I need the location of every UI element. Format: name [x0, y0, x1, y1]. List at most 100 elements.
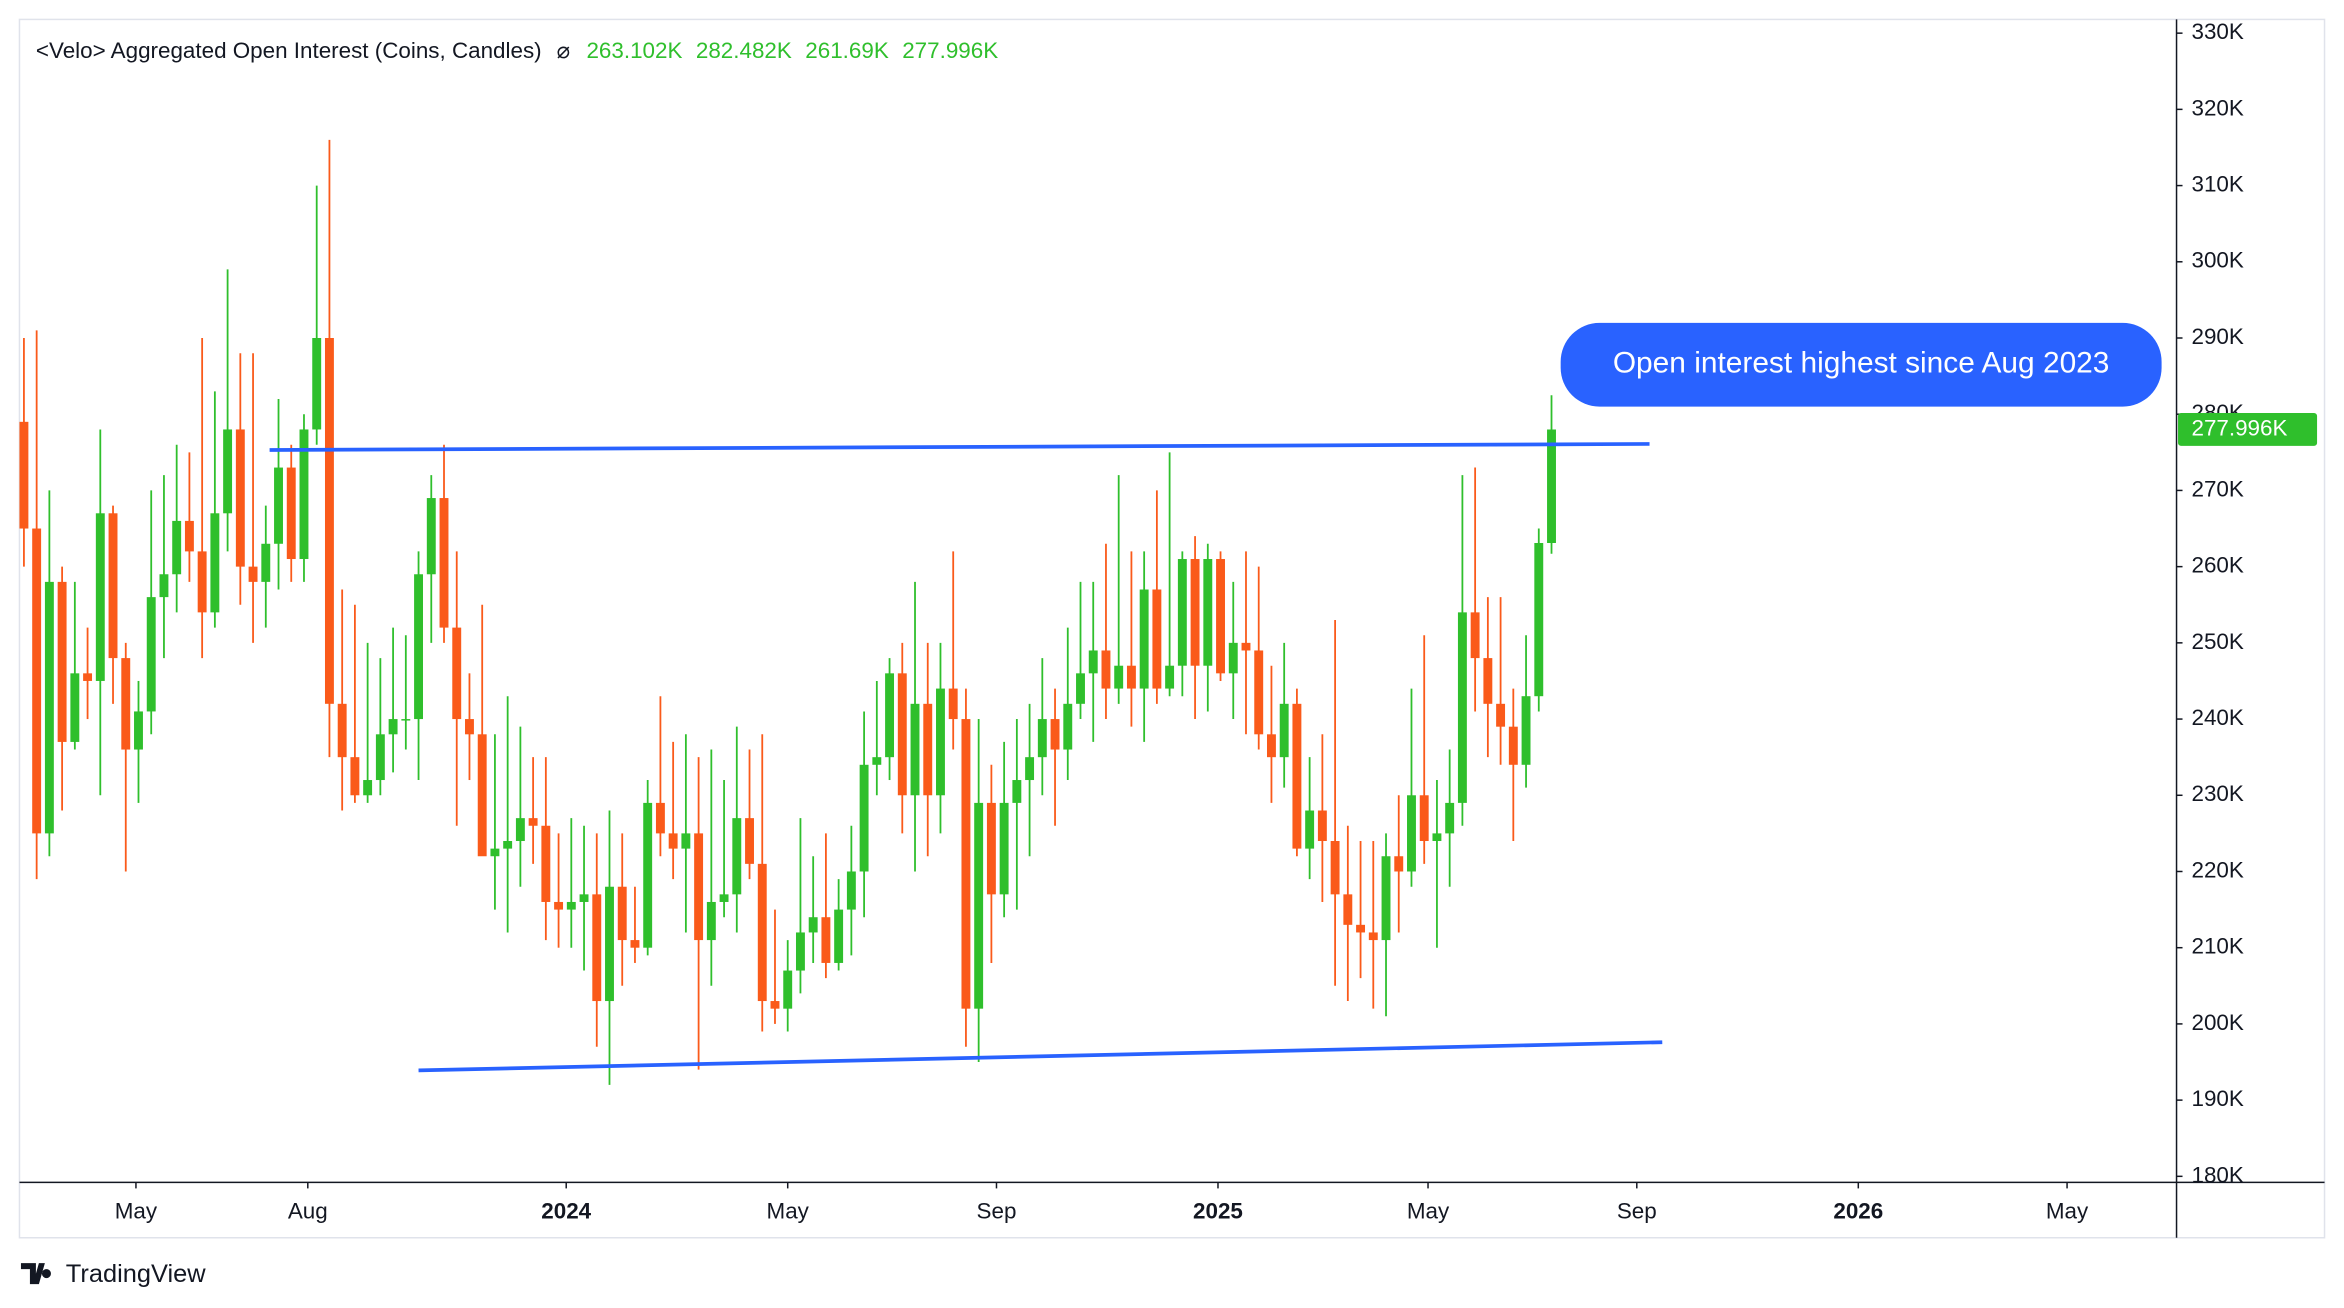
candle-body	[1025, 757, 1035, 781]
candle-body	[1216, 559, 1225, 674]
candle-body	[350, 757, 360, 796]
price-tag-label: 277.996K	[2191, 415, 2287, 440]
candle-body	[32, 528, 42, 834]
candle-body	[210, 513, 220, 613]
candle-body	[808, 917, 818, 933]
candle-body	[1407, 795, 1416, 872]
candle-body	[834, 909, 844, 963]
y-tick-label: 220K	[2191, 857, 2243, 882]
candle-body	[923, 703, 933, 796]
candle-body	[363, 780, 373, 796]
candle-body	[936, 688, 945, 796]
candle-body	[1305, 810, 1315, 849]
candle-body	[121, 658, 131, 750]
candle-body	[70, 673, 80, 742]
candle-body	[1063, 703, 1073, 750]
candle-body	[235, 429, 245, 567]
candle-body	[1076, 673, 1085, 704]
logo	[20, 1263, 51, 1285]
y-tick-label: 210K	[2191, 934, 2243, 959]
candle-body	[1126, 665, 1136, 689]
candle-body	[1292, 703, 1302, 849]
candle-body	[261, 543, 271, 582]
symbol: ⌀	[557, 38, 571, 63]
candle-body	[1457, 612, 1467, 803]
candle-body	[1139, 589, 1149, 689]
candle-body	[1394, 856, 1404, 872]
candle-body	[477, 734, 487, 857]
y-tick-label: 180K	[2191, 1162, 2243, 1187]
candle-body	[795, 932, 805, 971]
x-tick-label: Sep	[977, 1198, 1017, 1223]
y-tick-label: 260K	[2191, 553, 2243, 578]
candle-body	[1317, 810, 1327, 842]
candle-body	[617, 886, 627, 941]
candle-body	[706, 901, 716, 941]
candle-body	[910, 703, 920, 796]
candle-body	[1534, 542, 1544, 697]
candle-body	[312, 338, 322, 430]
candle-body	[172, 520, 182, 575]
candle-body	[1521, 696, 1531, 765]
y-tick-label: 240K	[2191, 705, 2243, 730]
candle-body	[57, 581, 67, 742]
candle-body	[401, 719, 411, 721]
candle-body	[605, 886, 614, 1002]
ohlc-value: 261.69K	[805, 38, 889, 63]
candle-body	[134, 711, 143, 750]
candle-body	[592, 894, 602, 1002]
ohlc-value: 263.102K	[586, 38, 682, 63]
candle-body	[948, 688, 958, 720]
candle-body	[465, 719, 474, 735]
brand: TradingView	[66, 1260, 206, 1288]
candle-body	[1114, 665, 1124, 689]
candle-body	[274, 467, 283, 544]
candle-body	[426, 498, 436, 575]
candle-body	[999, 802, 1009, 895]
candle-body	[655, 802, 665, 834]
candle-body	[1432, 833, 1442, 842]
candle-body	[566, 901, 576, 910]
candle-body	[1203, 559, 1213, 666]
candle-body	[694, 833, 704, 941]
candle-body	[1445, 802, 1455, 834]
candle-body	[1419, 795, 1429, 842]
chart-title: <Velo> Aggregated Open Interest (Coins, …	[36, 38, 542, 63]
candle-body	[490, 848, 500, 857]
candle-body	[1177, 559, 1187, 666]
candle-body	[1547, 429, 1556, 543]
candle-body	[1470, 612, 1480, 659]
candle-body	[541, 825, 551, 902]
candle-body	[579, 894, 589, 902]
candle-body	[872, 757, 882, 765]
candle-body	[1508, 726, 1518, 765]
candle-body	[1088, 650, 1098, 674]
candle-body	[961, 719, 971, 1009]
candle-body	[1343, 894, 1353, 925]
candle-body	[1190, 559, 1200, 666]
candle-body	[1152, 589, 1162, 689]
y-tick-label: 250K	[2191, 629, 2243, 654]
x-tick-label: 2025	[1193, 1198, 1243, 1223]
trendline	[418, 1040, 1663, 1073]
y-tick-label: 310K	[2191, 171, 2243, 196]
candle-body	[745, 818, 754, 864]
trendline	[269, 442, 1650, 452]
candle-body	[1037, 719, 1047, 758]
candle-body	[770, 1001, 780, 1009]
candle-body	[668, 833, 678, 849]
candle-body	[146, 597, 156, 712]
y-tick-label: 290K	[2191, 324, 2243, 349]
candle-body	[388, 719, 398, 735]
candle-body	[846, 871, 856, 910]
candle-body	[897, 673, 907, 796]
candle-body	[159, 574, 169, 598]
ohlc-value: 277.996K	[902, 38, 998, 63]
annotation-text: Open interest highest since Aug 2023	[1613, 347, 2110, 380]
candle-body	[223, 429, 233, 514]
candle-body	[1101, 650, 1111, 689]
candle-body	[1381, 856, 1391, 941]
candle-body	[286, 467, 296, 560]
y-tick-label: 230K	[2191, 781, 2243, 806]
